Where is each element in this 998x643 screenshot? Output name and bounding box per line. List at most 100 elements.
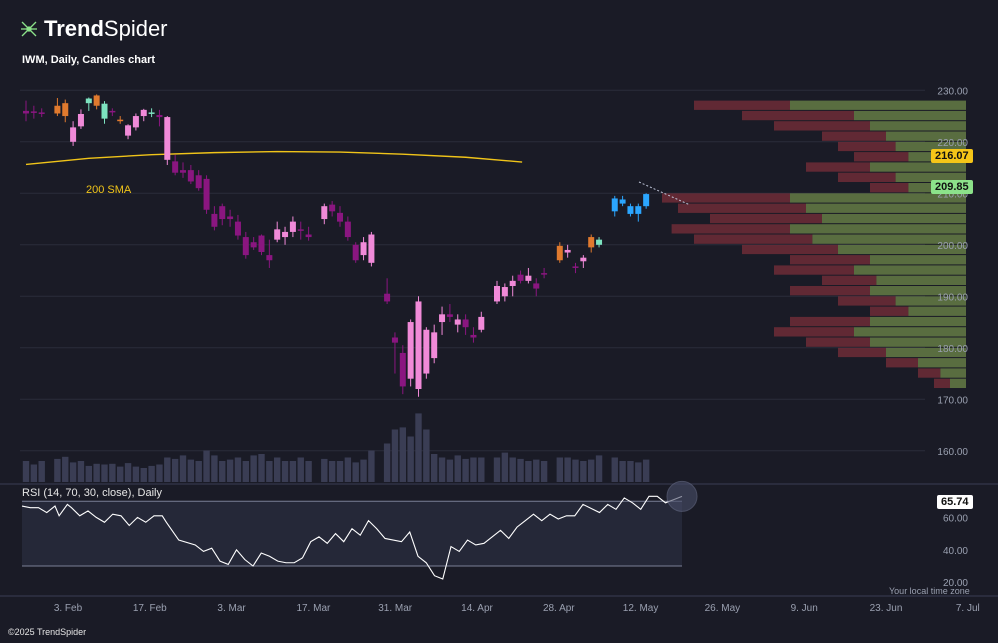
profile-row-buy (870, 255, 966, 265)
profile-row-sell (790, 255, 870, 265)
volume-bar (69, 462, 77, 482)
candles (23, 94, 691, 397)
candle-body (211, 213, 218, 227)
volume-bar (297, 457, 304, 482)
candle-body (635, 206, 642, 214)
x-tick-label: 26. May (705, 603, 741, 614)
profile-row-buy (838, 244, 966, 255)
volume-bar (383, 443, 391, 482)
candle-body (258, 235, 265, 253)
candle-body (360, 242, 367, 256)
candle-body (132, 116, 139, 128)
candle-body (23, 110, 29, 114)
time-axis[interactable]: 3. Feb 17. Feb 3. Mar 17. Mar 31. Mar 14. Apr… (0, 595, 998, 614)
candle-body (415, 301, 422, 389)
volume-bar (305, 461, 312, 482)
x-tick-label: 17. Mar (296, 603, 331, 614)
profile-row-buy (790, 224, 966, 234)
profile-row-buy (854, 265, 966, 275)
profile-row-sell (822, 275, 877, 285)
local-time-label[interactable]: Your local time zone (889, 586, 970, 596)
profile-row-buy (908, 306, 966, 316)
volume-bar (219, 461, 226, 482)
profile-row-buy (886, 347, 966, 358)
candle-body (195, 175, 202, 189)
volume-bar (478, 457, 485, 482)
profile-row-sell (742, 244, 838, 255)
volume-bar (226, 459, 234, 482)
volume-bar (344, 457, 352, 482)
profile-row-sell (838, 296, 896, 306)
volume-bar (234, 457, 242, 482)
volume-bar (164, 457, 171, 482)
candle-body (321, 206, 328, 220)
volume-bar (336, 461, 344, 482)
candle-body (187, 170, 194, 182)
volume-bar (501, 452, 509, 482)
volume-bar (470, 457, 477, 482)
x-tick-label: 12. May (623, 603, 659, 614)
profile-row-buy (806, 203, 966, 213)
volume-bar (572, 459, 579, 482)
volume-bar (30, 464, 38, 482)
y-tick-label: 180.00 (937, 344, 968, 355)
candle-body (337, 212, 343, 222)
y-tick-label: 210.00 (937, 189, 968, 200)
volume-bar (540, 461, 548, 482)
profile-row-sell (774, 327, 854, 337)
x-tick-label: 14. Apr (461, 603, 493, 614)
candle-body (501, 287, 508, 297)
candle-body (54, 105, 61, 114)
profile-row-sell (838, 172, 896, 182)
candle-body (117, 119, 124, 122)
candle-body (399, 352, 406, 387)
candle-body (172, 161, 179, 173)
volume-bar (642, 459, 650, 482)
volume-bar (580, 461, 587, 482)
chart-title: IWM, Daily, Candles chart (22, 54, 156, 66)
rsi-label[interactable]: RSI (14, 70, 30, close), Daily (22, 487, 163, 499)
candle-body (109, 110, 116, 113)
candle-body (62, 103, 69, 117)
candle-body (274, 229, 281, 240)
volume-bar (195, 461, 202, 482)
brand-spider: Spider (103, 16, 168, 41)
price-axis[interactable]: 230.00 220.00 210.00 200.00 190.00 180.00 170.… (937, 86, 968, 458)
candle-body (423, 329, 430, 374)
x-tick-label: 3. Mar (217, 603, 246, 614)
profile-row-sell (694, 234, 813, 244)
volume-bar (22, 461, 30, 482)
volume-bar (266, 461, 273, 482)
candle-body (219, 206, 226, 220)
profile-row-sell (774, 121, 870, 131)
brand-logo: TrendSpider (20, 16, 168, 42)
candle-body (454, 319, 461, 325)
volume-bar (250, 455, 257, 482)
volume-bar (93, 463, 100, 482)
candle-body (556, 245, 563, 261)
candle-body (470, 334, 477, 338)
candle-body (85, 98, 92, 104)
x-tick-label: 28. Apr (543, 603, 575, 614)
profile-row-sell (918, 368, 941, 378)
candle-body (344, 221, 351, 238)
volume-bar (627, 461, 634, 482)
candle-body (101, 103, 108, 119)
candle-body (203, 178, 210, 210)
profile-row-buy (895, 141, 966, 152)
candle-body (148, 112, 155, 114)
volume-bar (619, 461, 626, 482)
volume-bar (321, 458, 328, 482)
volume-bar (509, 457, 516, 482)
candle-body (227, 216, 234, 220)
profile-row-buy (918, 358, 966, 368)
candle-body (266, 255, 273, 261)
volume-bar (588, 459, 595, 482)
candle-body (305, 234, 312, 238)
profile-row-sell (710, 213, 822, 224)
candle-body (446, 314, 453, 317)
rsi-band (22, 501, 682, 566)
candle-body (478, 316, 485, 330)
candle-body (30, 111, 37, 113)
